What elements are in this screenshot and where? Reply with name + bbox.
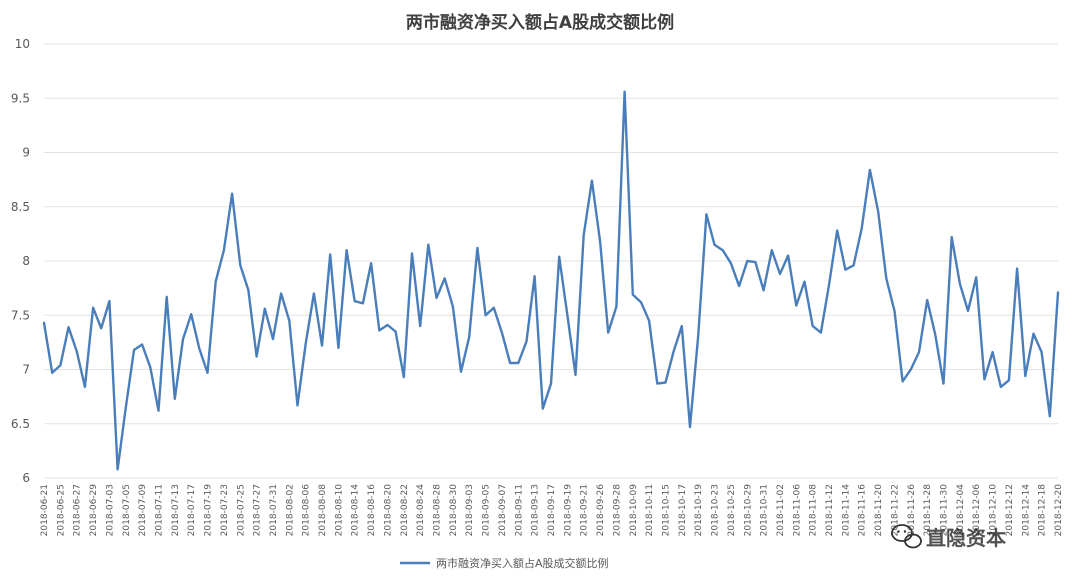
x-tick-label: 2018-09-05	[482, 484, 492, 536]
x-tick-label: 2018-12-20	[1054, 484, 1064, 537]
x-tick-label: 2018-08-02	[285, 484, 295, 536]
x-tick-label: 2018-10-17	[678, 484, 688, 536]
x-tick-label: 2018-08-24	[416, 484, 426, 537]
x-tick-label: 2018-07-31	[269, 484, 279, 536]
x-tick-label: 2018-07-11	[154, 484, 164, 536]
gridlines	[44, 43, 1058, 479]
y-tick-label: 8	[22, 254, 30, 268]
x-tick-label: 2018-11-20	[874, 484, 884, 537]
x-tick-label: 2018-08-30	[449, 484, 459, 537]
x-tick-label: 2018-06-27	[73, 484, 83, 536]
x-tick-label: 2018-11-28	[923, 484, 933, 537]
x-tick-label: 2018-09-11	[514, 484, 524, 536]
x-tick-label: 2018-11-12	[825, 484, 835, 536]
legend[interactable]: 两市融资净买入额占A股成交额比例	[400, 556, 609, 570]
y-axis-ticks: 6 6.5 7 7.5 8 8.5 9 9.5 10	[11, 37, 30, 485]
x-tick-label: 2018-11-14	[841, 484, 851, 537]
x-tick-label: 2018-08-22	[400, 484, 410, 536]
watermark-text: 直隐资本	[926, 526, 1006, 550]
y-tick-label: 7.5	[11, 308, 30, 322]
x-tick-label: 2018-08-06	[302, 484, 312, 537]
x-tick-label: 2018-12-04	[956, 484, 966, 537]
x-tick-label: 2018-07-13	[171, 484, 181, 536]
x-tick-label: 2018-08-08	[318, 484, 328, 537]
x-tick-label: 2018-10-25	[727, 484, 737, 536]
x-tick-label: 2018-07-27	[253, 484, 263, 536]
x-tick-label: 2018-10-23	[711, 484, 721, 536]
x-tick-label: 2018-06-21	[40, 484, 50, 536]
legend-label: 两市融资净买入额占A股成交额比例	[436, 556, 609, 570]
x-tick-label: 2018-12-12	[1005, 484, 1015, 536]
x-tick-label: 2018-08-16	[367, 484, 377, 537]
x-tick-label: 2018-06-29	[89, 484, 99, 537]
watermark: 直隐资本	[891, 524, 1006, 550]
x-tick-label: 2018-12-14	[1021, 484, 1031, 537]
x-tick-label: 2018-11-02	[776, 484, 786, 536]
x-tick-label: 2018-11-08	[809, 484, 819, 537]
x-tick-label: 2018-09-07	[498, 484, 508, 536]
x-tick-label: 2018-07-25	[236, 484, 246, 536]
y-tick-label: 6.5	[11, 417, 30, 431]
x-tick-label: 2018-09-17	[547, 484, 557, 536]
x-tick-label: 2018-07-23	[220, 484, 230, 536]
x-tick-label: 2018-09-28	[612, 484, 622, 537]
y-tick-label: 8.5	[11, 200, 30, 214]
x-tick-label: 2018-10-31	[760, 484, 770, 536]
series-layer	[42, 90, 1060, 471]
x-tick-label: 2018-10-11	[645, 484, 655, 536]
x-tick-label: 2018-09-19	[563, 484, 573, 537]
x-tick-label: 2018-08-20	[383, 484, 393, 537]
chart-title: 两市融资净买入额占A股成交额比例	[406, 12, 674, 33]
y-tick-label: 7	[22, 363, 30, 377]
x-tick-label: 2018-07-19	[204, 484, 214, 537]
x-tick-label: 2018-10-15	[661, 484, 671, 536]
x-tick-label: 2018-07-03	[105, 484, 115, 536]
x-tick-label: 2018-11-22	[890, 484, 900, 536]
x-tick-label: 2018-06-25	[56, 484, 66, 536]
x-tick-label: 2018-12-18	[1038, 484, 1048, 537]
y-tick-label: 6	[22, 471, 30, 485]
x-tick-label: 2018-10-29	[743, 484, 753, 537]
y-tick-label: 9.5	[11, 91, 30, 105]
x-tick-label: 2018-07-09	[138, 484, 148, 537]
x-tick-label: 2018-10-09	[629, 484, 639, 537]
x-tick-label: 2018-08-14	[351, 484, 361, 537]
x-tick-label: 2018-08-10	[334, 484, 344, 537]
x-tick-label: 2018-11-16	[858, 484, 868, 537]
y-tick-label: 10	[15, 37, 30, 51]
x-tick-label: 2018-11-30	[940, 484, 950, 537]
series-line[interactable]	[42, 90, 1060, 471]
x-tick-label: 2018-09-03	[465, 484, 475, 536]
x-tick-label: 2018-09-26	[596, 484, 606, 537]
x-axis-ticks: 2018-06-21 2018-06-25 2018-06-27 2018-06-29…	[40, 484, 1064, 537]
x-tick-label: 2018-11-06	[792, 484, 802, 537]
wechat-icon	[891, 524, 922, 549]
x-tick-label: 2018-08-28	[433, 484, 443, 537]
x-tick-label: 2018-07-05	[122, 484, 132, 536]
x-tick-label: 2018-12-10	[989, 484, 999, 537]
x-tick-label: 2018-07-17	[187, 484, 197, 536]
x-tick-label: 2018-12-06	[972, 484, 982, 537]
x-tick-label: 2018-09-13	[531, 484, 541, 536]
x-tick-label: 2018-10-19	[694, 484, 704, 537]
y-tick-label: 9	[22, 146, 30, 160]
x-tick-label: 2018-11-26	[907, 484, 917, 537]
x-tick-label: 2018-09-21	[580, 484, 590, 536]
